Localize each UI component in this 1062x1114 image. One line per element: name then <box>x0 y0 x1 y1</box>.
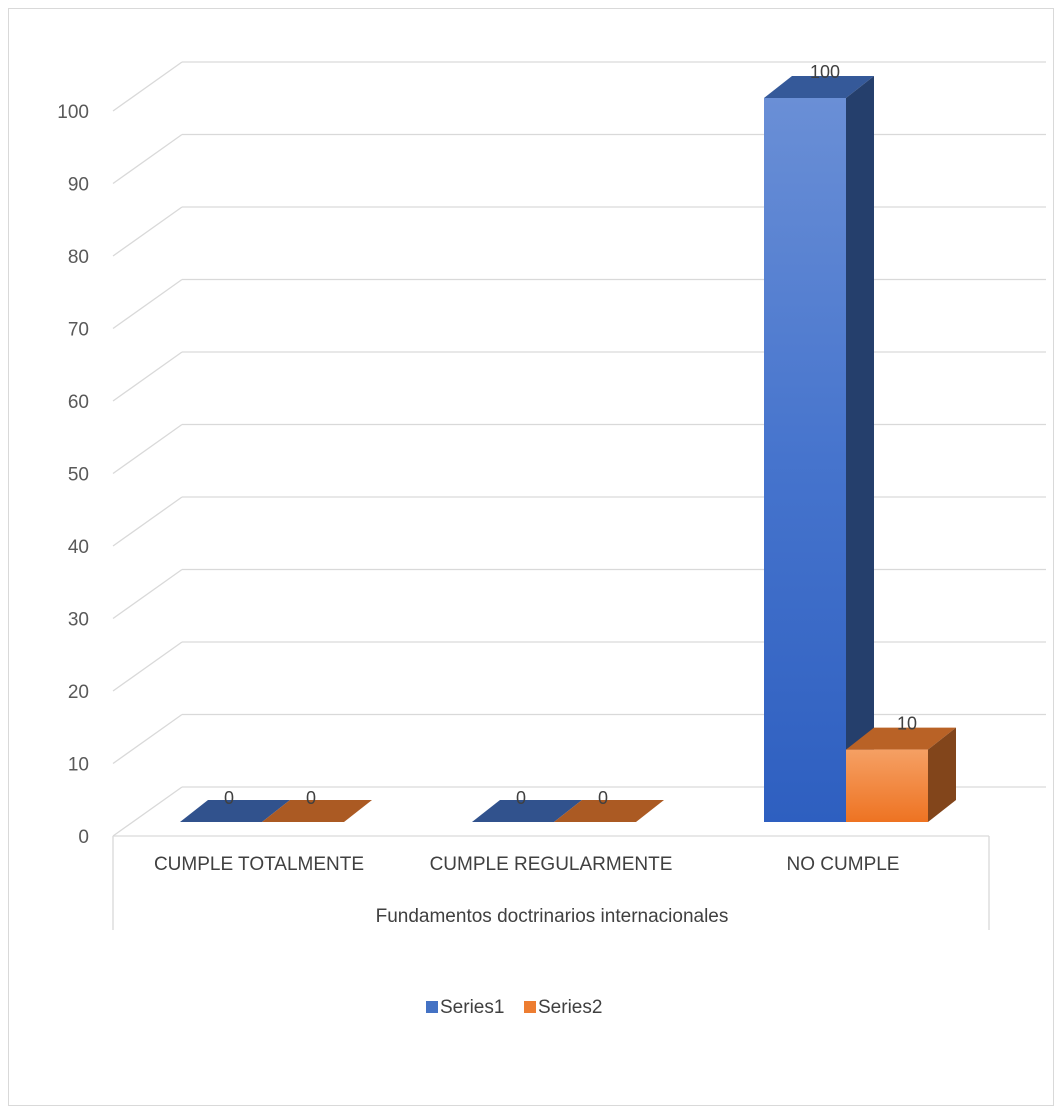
bar-series1-1[interactable] <box>472 800 582 822</box>
legend-item-series2[interactable]: Series2 <box>524 997 602 1018</box>
chart-frame <box>8 8 1054 1106</box>
bar-top-face <box>554 800 664 822</box>
x-axis-title: Fundamentos doctrinarios internacionales <box>376 906 729 927</box>
legend-label: Series1 <box>440 997 504 1018</box>
bar-top-face <box>262 800 372 822</box>
data-label: 0 <box>516 788 526 808</box>
gridline-depth <box>112 641 183 692</box>
bar-series1-0[interactable] <box>180 800 290 822</box>
data-label: 0 <box>598 788 608 808</box>
y-tick-label: 50 <box>68 465 89 486</box>
y-tick-label: 100 <box>57 102 89 123</box>
bar-front-face <box>846 749 928 822</box>
gridline-depth <box>112 206 183 257</box>
bar-top-face <box>764 76 874 98</box>
x-category-label: CUMPLE TOTALMENTE <box>154 854 364 875</box>
bar-top-face <box>180 800 290 822</box>
y-tick-label: 30 <box>68 610 89 631</box>
x-category-label: NO CUMPLE <box>787 854 900 875</box>
gridline-depth <box>112 61 183 112</box>
y-tick-label: 10 <box>68 755 89 776</box>
gridline-depth <box>112 278 183 330</box>
legend-label: Series2 <box>538 997 602 1018</box>
x-category-label: CUMPLE REGULARMENTE <box>430 854 673 875</box>
legend-swatch <box>524 1001 536 1013</box>
bar-top-face <box>846 727 956 750</box>
bar-side-face <box>928 727 956 822</box>
data-label: 10 <box>897 714 917 734</box>
legend-item-series1[interactable]: Series1 <box>426 997 504 1018</box>
data-label: 100 <box>810 62 840 82</box>
bar-front-face <box>764 98 846 822</box>
data-label: 0 <box>224 788 234 808</box>
y-tick-label: 60 <box>68 392 89 413</box>
gridline-depth <box>112 423 183 475</box>
gridline-depth <box>112 133 183 185</box>
data-label: 0 <box>306 788 316 808</box>
y-tick-label: 90 <box>68 175 89 196</box>
y-tick-label: 20 <box>68 682 89 703</box>
bar-series1-2[interactable] <box>764 76 874 822</box>
y-tick-label: 0 <box>78 827 89 848</box>
legend-swatch <box>426 1001 438 1013</box>
bar-series2-0[interactable] <box>262 800 372 822</box>
bar-series2-1[interactable] <box>554 800 664 822</box>
gridline-depth <box>112 496 183 547</box>
y-tick-label: 70 <box>68 320 89 341</box>
gridline-depth <box>112 568 183 620</box>
gridline-depth <box>112 713 183 765</box>
bar-top-face <box>472 800 582 822</box>
bar-side-face <box>846 76 874 822</box>
gridline-depth <box>112 351 183 402</box>
bar-series2-2[interactable] <box>846 727 956 822</box>
gridline-depth <box>112 786 183 837</box>
y-tick-label: 80 <box>68 247 89 268</box>
y-tick-label: 40 <box>68 537 89 558</box>
